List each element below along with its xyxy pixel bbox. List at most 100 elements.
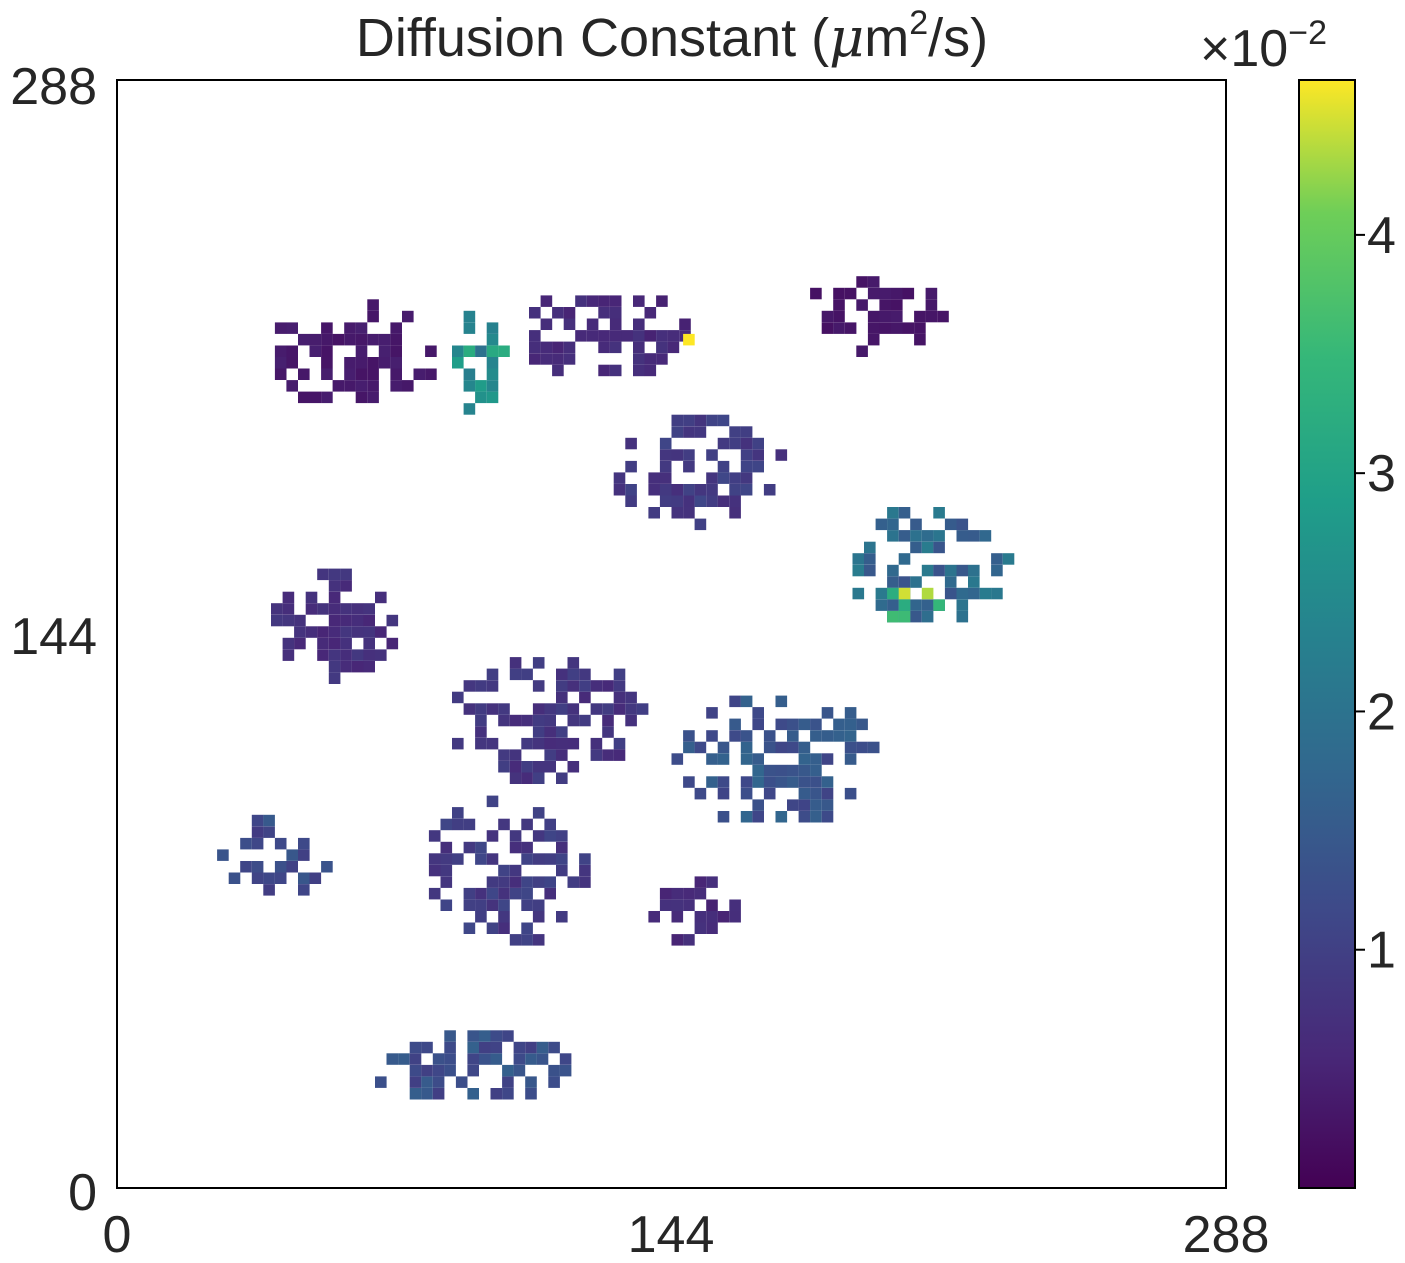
heatmap-cell xyxy=(979,587,992,600)
heatmap-cell xyxy=(367,299,379,311)
heatmap-cell xyxy=(887,530,899,542)
heatmap-cell xyxy=(475,853,487,865)
heatmap-cell xyxy=(875,599,888,611)
heatmap-cell xyxy=(910,599,922,611)
heatmap-cell xyxy=(644,364,657,377)
heatmap-cell xyxy=(532,761,545,773)
heatmap-cell xyxy=(898,610,911,623)
heatmap-cell xyxy=(552,353,564,365)
heatmap-cell xyxy=(706,911,718,923)
heatmap-cell xyxy=(556,864,568,877)
heatmap-cell xyxy=(775,776,788,788)
heatmap-cell xyxy=(586,295,599,307)
heatmap-cell xyxy=(521,737,533,750)
heatmap-cell xyxy=(486,345,499,357)
heatmap-cell xyxy=(921,587,934,600)
heatmap-cell xyxy=(475,841,487,854)
heatmap-cell xyxy=(532,657,545,669)
heatmap-cell xyxy=(544,853,556,865)
heatmap-cells xyxy=(217,276,1015,1100)
heatmap-cell xyxy=(509,887,522,900)
heatmap-cell xyxy=(775,741,788,754)
heatmap-cell xyxy=(444,1064,456,1077)
heatmap-cell xyxy=(740,460,753,473)
heatmap-cell xyxy=(933,530,945,542)
heatmap-cell xyxy=(706,414,718,427)
heatmap-cell xyxy=(402,310,414,323)
heatmap-cell xyxy=(856,299,868,311)
heatmap-cell xyxy=(321,391,333,404)
heatmap-cell xyxy=(683,507,695,519)
heatmap-cell xyxy=(486,391,499,404)
heatmap-cell xyxy=(498,345,510,357)
heatmap-cell xyxy=(659,472,672,484)
heatmap-region-lower-center xyxy=(428,795,591,946)
heatmap-cell xyxy=(567,680,580,692)
heatmap-cell xyxy=(556,668,568,681)
heatmap-cell xyxy=(432,1076,445,1088)
heatmap-cell xyxy=(525,1041,537,1054)
heatmap-cell xyxy=(579,668,591,681)
heatmap-cell xyxy=(609,341,622,354)
heatmap-cell xyxy=(317,649,329,661)
heatmap-cell xyxy=(298,849,310,861)
heatmap-cell xyxy=(613,668,626,681)
heatmap-cell xyxy=(509,830,522,842)
heatmap-cell xyxy=(933,564,945,577)
heatmap-cell xyxy=(452,807,464,819)
heatmap-cell xyxy=(633,353,645,365)
heatmap-cell xyxy=(706,776,718,788)
heatmap-cell xyxy=(944,587,957,600)
heatmap-cell xyxy=(844,753,857,765)
heatmap-cell xyxy=(567,668,580,681)
heatmap-cell xyxy=(271,603,283,615)
heatmap-cell xyxy=(521,899,533,911)
heatmap-cell xyxy=(717,911,730,923)
heatmap-cell xyxy=(298,368,310,380)
heatmap-cell xyxy=(521,668,533,681)
heatmap-cell xyxy=(810,764,822,777)
heatmap-cell xyxy=(579,714,591,727)
heatmap-cell xyxy=(367,333,379,346)
heatmap-cell xyxy=(521,841,533,854)
heatmap-region-center-right xyxy=(671,695,880,823)
heatmap-cell xyxy=(625,714,637,727)
heatmap-cell xyxy=(378,333,391,346)
heatmap-cell xyxy=(509,749,522,761)
heatmap-cell xyxy=(475,680,487,692)
heatmap-cell xyxy=(282,614,295,627)
heatmap-region-center-band xyxy=(452,657,649,784)
heatmap-cell xyxy=(625,703,637,715)
heatmap-cell xyxy=(910,576,922,588)
heatmap-cell xyxy=(567,714,580,727)
heatmap-cell xyxy=(321,357,333,369)
heatmap-cell xyxy=(925,287,938,300)
heatmap-cell xyxy=(567,657,580,669)
heatmap-cell xyxy=(540,318,553,330)
heatmap-region-bottom xyxy=(375,1030,572,1100)
heatmap-cell xyxy=(717,472,730,484)
heatmap-cell xyxy=(821,753,834,765)
heatmap-cell xyxy=(752,776,764,788)
heatmap-cell xyxy=(475,726,487,738)
heatmap-cell xyxy=(671,899,684,911)
heatmap-cell xyxy=(428,887,441,900)
heatmap-cell xyxy=(586,318,599,330)
heatmap-region-top-dot xyxy=(683,333,695,346)
heatmap-cell xyxy=(305,626,318,638)
heatmap-cell xyxy=(613,484,626,496)
heatmap-cell xyxy=(575,295,587,307)
heatmap-cell xyxy=(844,787,857,800)
heatmap-cell xyxy=(852,553,865,565)
heatmap-cell xyxy=(844,741,857,754)
heatmap-cell xyxy=(787,741,799,754)
heatmap-cell xyxy=(363,637,375,650)
heatmap-cell xyxy=(921,564,934,577)
heatmap-cell xyxy=(567,876,580,888)
heatmap-cell xyxy=(602,714,614,727)
heatmap-cell xyxy=(375,649,387,661)
heatmap-cell xyxy=(798,776,811,788)
heatmap-cell xyxy=(340,614,352,627)
heatmap-cell xyxy=(271,614,283,627)
heatmap-cell xyxy=(251,814,264,827)
